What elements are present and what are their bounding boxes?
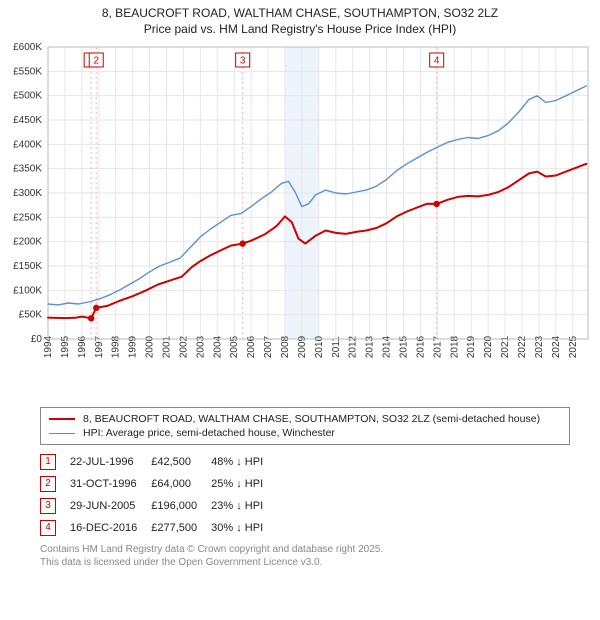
y-tick-label: £250K (13, 213, 42, 224)
sale-price: £196,000 (151, 495, 211, 517)
sale-marker-badge: 4 (40, 520, 56, 536)
footnote-line: This data is licensed under the Open Gov… (40, 556, 570, 569)
y-tick-label: £100K (13, 286, 42, 297)
price-chart: £0 £50K £100K £150K £200K £250K £300K £350K £400… (0, 39, 600, 399)
footnote-line: Contains HM Land Registry data © Crown c… (40, 543, 570, 556)
legend-label: HPI: Average price, semi-detached house,… (83, 427, 335, 439)
footnote: Contains HM Land Registry data © Crown c… (40, 543, 570, 569)
sale-date: 29-JUN-2005 (70, 495, 151, 517)
y-tick-label: £450K (13, 115, 42, 126)
y-tick-label: £350K (13, 164, 42, 175)
sale-point (93, 305, 99, 311)
table-row: 1 22-JUL-1996£42,50048% ↓ HPI (40, 451, 277, 473)
sale-delta: 30% ↓ HPI (211, 517, 277, 539)
table-row: 3 29-JUN-2005£196,00023% ↓ HPI (40, 495, 277, 517)
y-tick-label: £0 (31, 334, 43, 345)
sale-delta: 23% ↓ HPI (211, 495, 277, 517)
sale-price: £277,500 (151, 517, 211, 539)
title-line-2: Price paid vs. HM Land Registry's House … (8, 22, 592, 38)
sale-marker-number: 4 (434, 56, 440, 67)
sale-point (239, 241, 245, 247)
sale-delta: 25% ↓ HPI (211, 473, 277, 495)
table-row: 2 31-OCT-1996£64,00025% ↓ HPI (40, 473, 277, 495)
sale-marker-number: 2 (93, 56, 99, 67)
chart-titles: 8, BEAUCROFT ROAD, WALTHAM CHASE, SOUTHA… (0, 0, 600, 39)
sale-date: 22-JUL-1996 (70, 451, 151, 473)
title-line-1: 8, BEAUCROFT ROAD, WALTHAM CHASE, SOUTHA… (8, 6, 592, 22)
y-tick-label: £500K (13, 91, 42, 102)
y-tick-label: £400K (13, 140, 42, 151)
sale-delta: 48% ↓ HPI (211, 451, 277, 473)
legend-label: 8, BEAUCROFT ROAD, WALTHAM CHASE, SOUTHA… (83, 413, 540, 425)
y-tick-label: £200K (13, 237, 42, 248)
table-row: 4 16-DEC-2016£277,50030% ↓ HPI (40, 517, 277, 539)
sale-date: 16-DEC-2016 (70, 517, 151, 539)
sale-price: £64,000 (151, 473, 211, 495)
sale-price: £42,500 (151, 451, 211, 473)
sale-marker-badge: 2 (40, 476, 56, 492)
y-tick-label: £150K (13, 261, 42, 272)
legend-swatch (49, 418, 75, 420)
sale-point (433, 201, 439, 207)
legend-swatch (49, 433, 75, 434)
sale-date: 31-OCT-1996 (70, 473, 151, 495)
legend-item: 8, BEAUCROFT ROAD, WALTHAM CHASE, SOUTHA… (49, 412, 561, 426)
legend: 8, BEAUCROFT ROAD, WALTHAM CHASE, SOUTHA… (40, 407, 570, 445)
y-tick-label: £550K (13, 67, 42, 78)
legend-item: HPI: Average price, semi-detached house,… (49, 426, 561, 440)
y-tick-label: £600K (13, 42, 42, 53)
y-tick-label: £50K (19, 310, 43, 321)
y-tick-label: £300K (13, 188, 42, 199)
sale-marker-badge: 3 (40, 498, 56, 514)
sale-marker-number: 3 (240, 56, 246, 67)
sale-marker-badge: 1 (40, 454, 56, 470)
sale-point (88, 315, 94, 321)
sales-table: 1 22-JUL-1996£42,50048% ↓ HPI 2 31-OCT-1996… (40, 451, 570, 539)
